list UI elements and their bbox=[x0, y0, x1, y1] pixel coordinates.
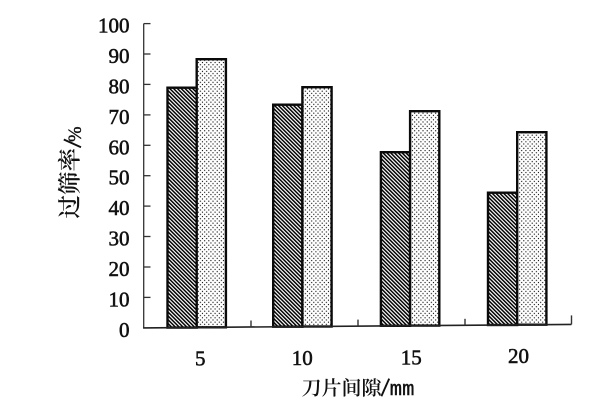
svg-text:0: 0 bbox=[119, 318, 130, 342]
svg-text:5: 5 bbox=[195, 347, 206, 371]
svg-text:15: 15 bbox=[401, 345, 422, 369]
svg-text:20: 20 bbox=[508, 344, 529, 368]
svg-text:90: 90 bbox=[109, 44, 130, 68]
svg-text:20: 20 bbox=[109, 257, 130, 281]
svg-text:mm: mm bbox=[390, 379, 415, 402]
svg-text:70: 70 bbox=[109, 105, 130, 129]
svg-text:40: 40 bbox=[109, 196, 130, 220]
svg-text:10: 10 bbox=[292, 346, 313, 370]
svg-text:10: 10 bbox=[109, 287, 130, 311]
svg-text:100: 100 bbox=[98, 14, 130, 38]
svg-text:80: 80 bbox=[109, 74, 130, 98]
svg-text:60: 60 bbox=[109, 135, 130, 159]
svg-text:50: 50 bbox=[109, 166, 130, 190]
svg-text:30: 30 bbox=[109, 227, 130, 251]
svg-text:%: % bbox=[66, 126, 86, 141]
